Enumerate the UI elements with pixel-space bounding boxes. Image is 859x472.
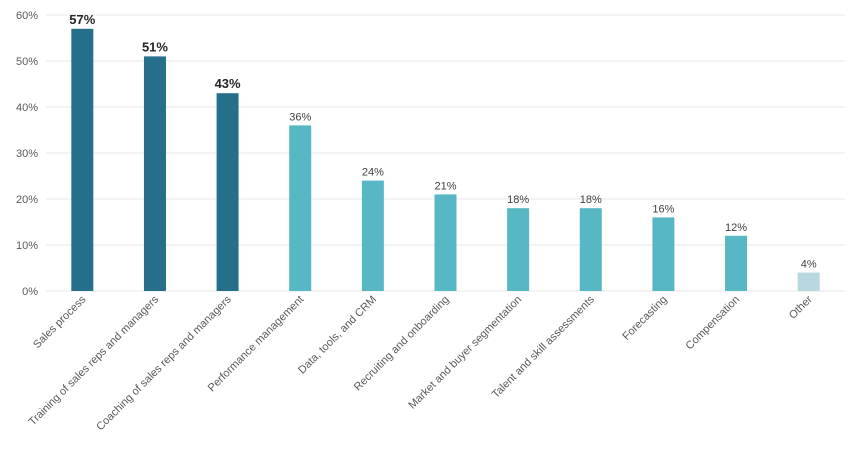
- data-label: 57%: [69, 12, 95, 27]
- category-label: Market and buyer segmentation: [406, 294, 524, 412]
- data-labels: 57% 51% 43% 36% 24% 21% 18% 18% 16% 12% 4%: [69, 12, 817, 271]
- data-label: 21%: [434, 180, 456, 192]
- y-tick-label: 0%: [22, 286, 38, 298]
- bar: [507, 208, 530, 291]
- bar: [652, 217, 675, 291]
- y-tick-label: 50%: [16, 56, 38, 68]
- y-tick-label: 30%: [16, 148, 38, 160]
- bar: [797, 272, 820, 291]
- bars: [71, 28, 820, 292]
- bar: [143, 56, 166, 292]
- category-label: Data, tools, and CRM: [296, 294, 379, 377]
- bar: [579, 208, 602, 291]
- data-label: 12%: [725, 222, 747, 234]
- y-tick-label: 20%: [16, 194, 38, 206]
- data-label: 43%: [215, 76, 241, 91]
- data-label: 16%: [652, 203, 674, 215]
- bar: [289, 125, 312, 292]
- y-tick-label: 10%: [16, 240, 38, 252]
- category-label: Other: [787, 293, 815, 321]
- category-label: Compensation: [684, 294, 743, 353]
- bar: [361, 180, 384, 291]
- category-label: Forecasting: [620, 294, 669, 343]
- data-label: 18%: [507, 194, 529, 206]
- category-label: Coaching of sales reps and managers: [94, 293, 234, 433]
- data-label: 4%: [801, 259, 817, 271]
- bar: [725, 235, 748, 291]
- data-label: 36%: [289, 111, 311, 123]
- category-label: Training of sales reps and managers: [27, 293, 162, 428]
- y-tick-label: 40%: [16, 102, 38, 114]
- y-axis-ticks: 0% 10% 20% 30% 40% 50% 60%: [16, 10, 38, 298]
- category-label: Sales process: [31, 293, 89, 351]
- bar: [434, 194, 457, 291]
- bar: [216, 93, 239, 291]
- bar: [71, 28, 94, 292]
- data-label: 24%: [362, 167, 384, 179]
- data-label: 18%: [580, 194, 602, 206]
- y-tick-label: 60%: [16, 10, 38, 22]
- data-label: 51%: [142, 39, 168, 54]
